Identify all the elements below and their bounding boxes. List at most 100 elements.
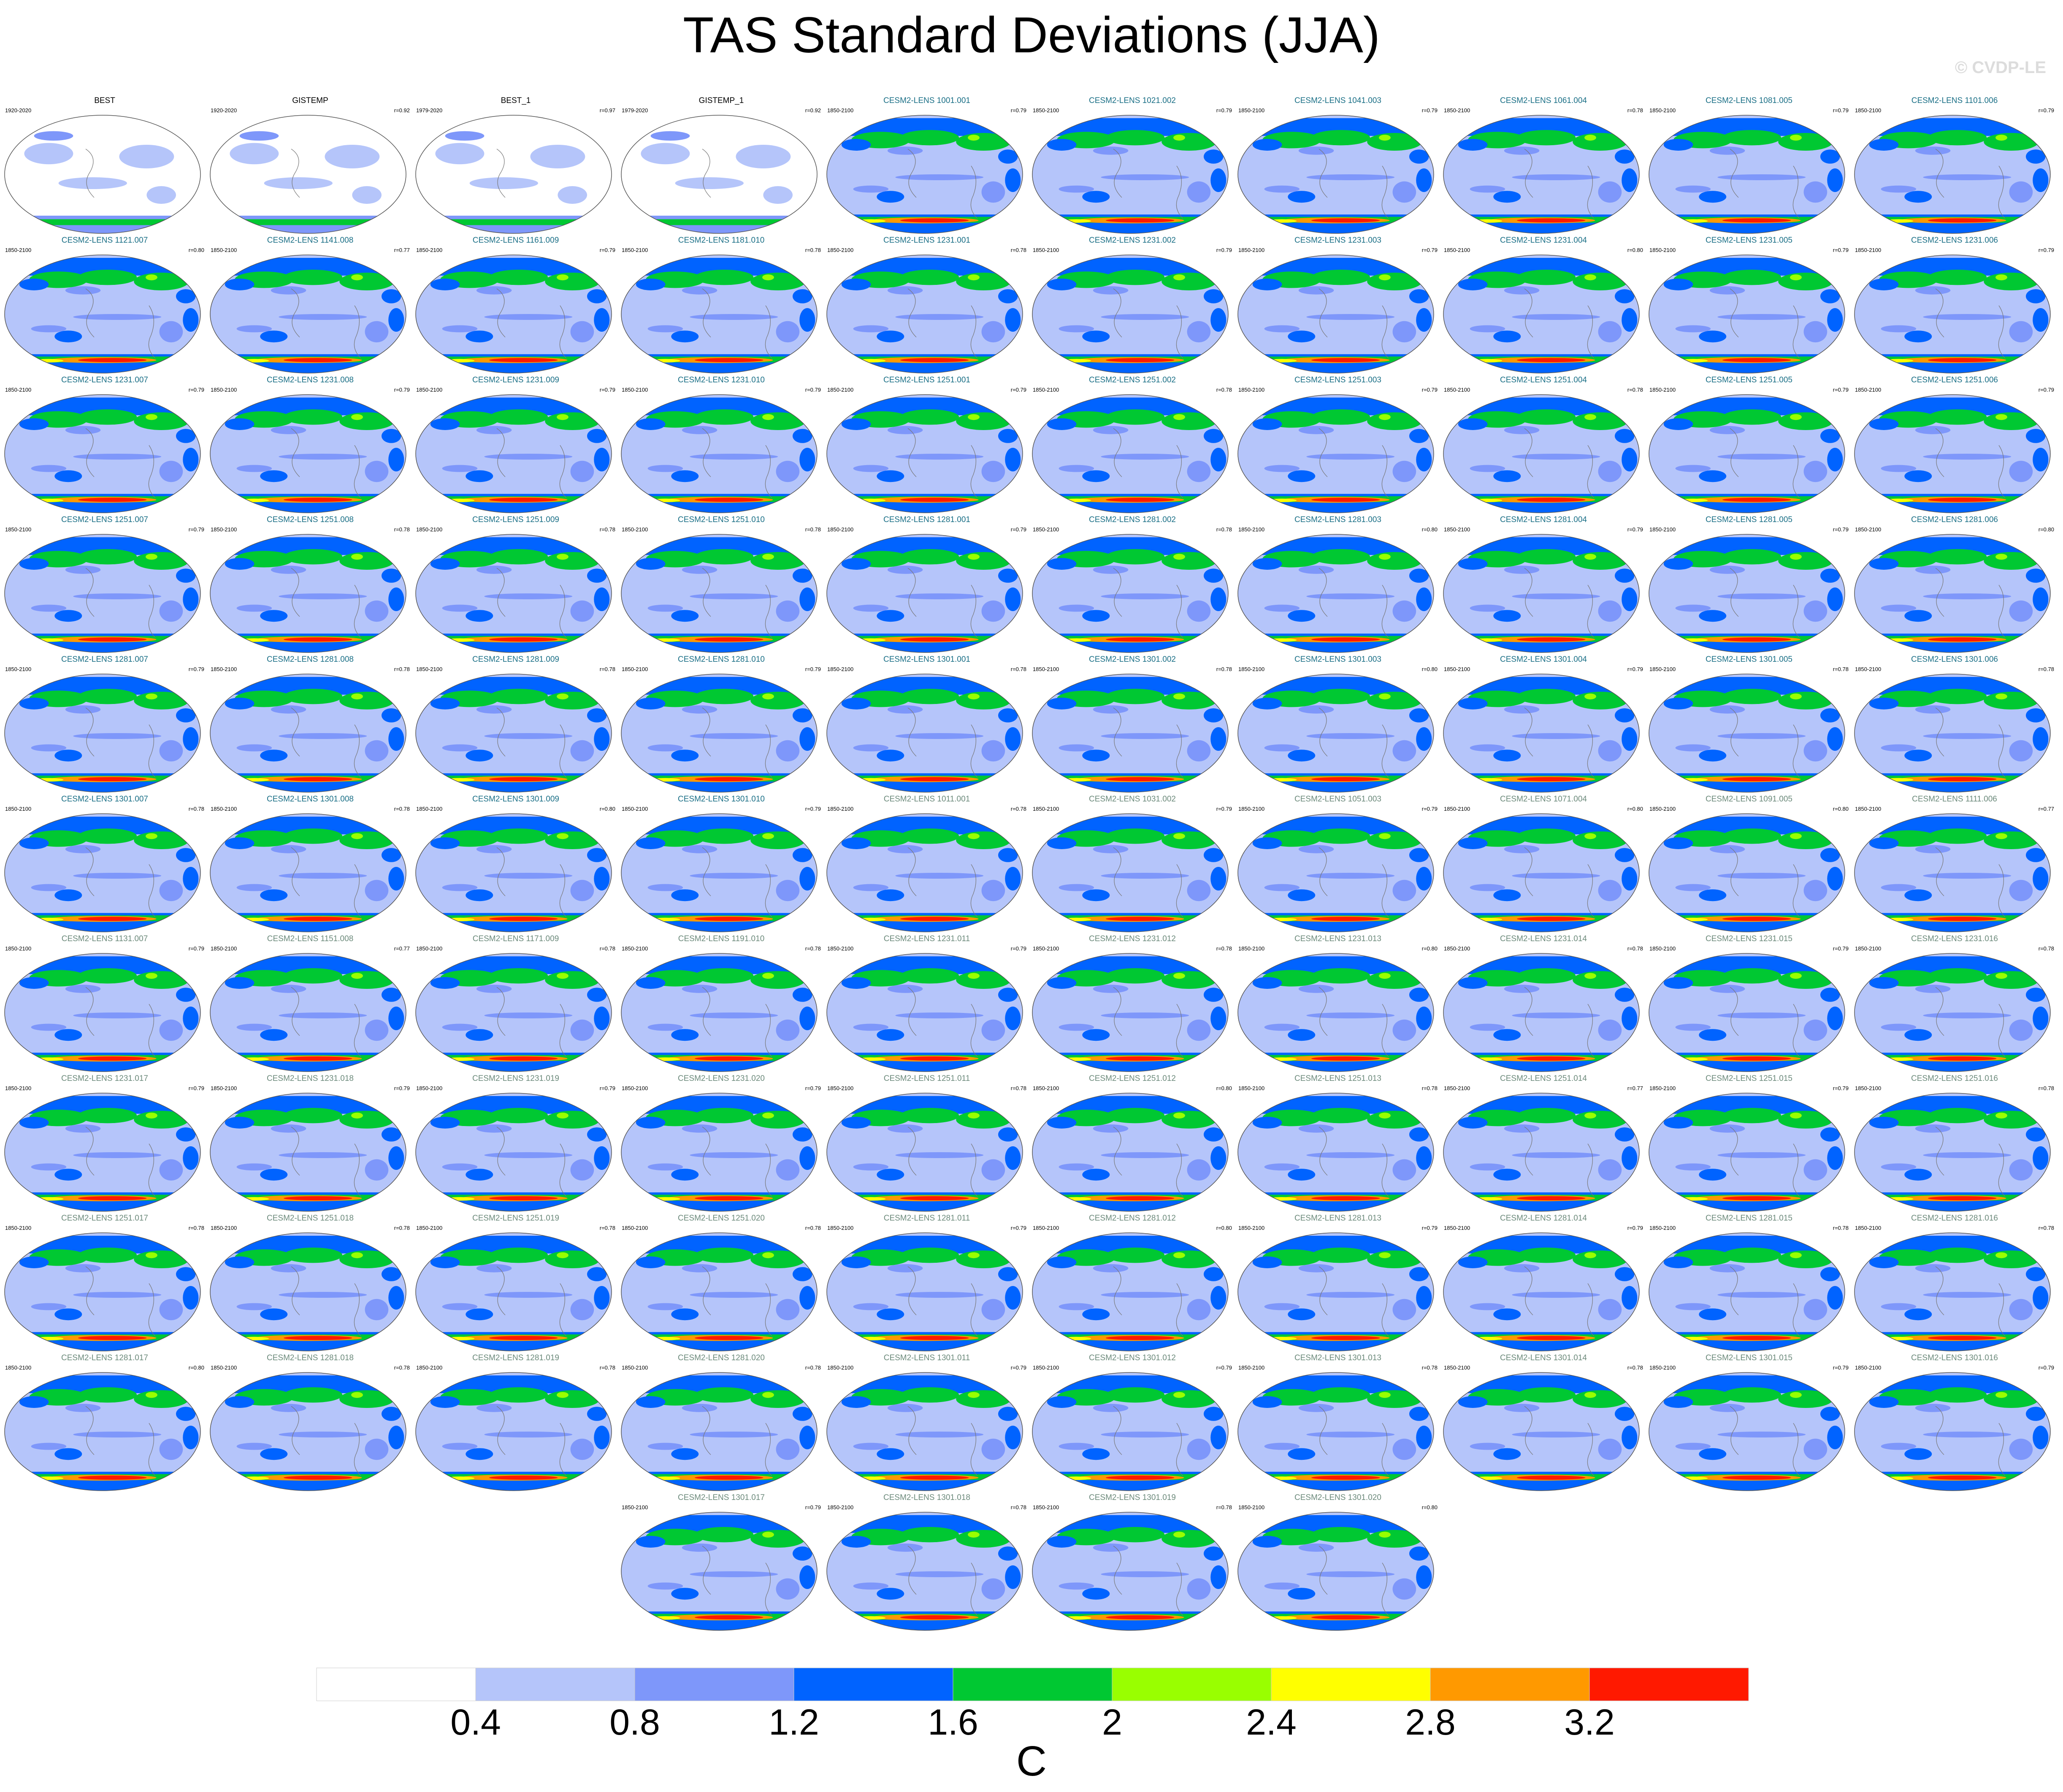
- field-antarctic-yellow: [1473, 638, 1503, 642]
- field-eurasia-east: [900, 828, 959, 844]
- field-eurasia-east: [1928, 968, 1987, 984]
- globe-outline: [826, 1093, 1023, 1212]
- coastline: [1587, 305, 1595, 359]
- map-panel: BEST_1 1979-2020 r=0.97: [414, 96, 617, 236]
- field-tropical-pacific: [1512, 174, 1600, 180]
- field-atlantic-coast: [587, 568, 607, 583]
- field-atlantic: [594, 308, 610, 332]
- globe-outline: [1649, 1232, 1845, 1351]
- field-tropical-pacific: [484, 1432, 573, 1437]
- globe-map: [826, 674, 1023, 793]
- field-na-spot: [557, 414, 569, 420]
- field-south-america: [1392, 460, 1416, 482]
- globe-outline: [1443, 115, 1640, 234]
- coastline: [1176, 1143, 1183, 1197]
- field-atlantic-coast: [1409, 1407, 1429, 1421]
- field-tropical-pacific: [1101, 1012, 1189, 1018]
- field-atlantic: [1416, 867, 1432, 891]
- coastline: [1113, 288, 1122, 338]
- panel-range: 1850-2100: [1238, 526, 1265, 533]
- field-atlantic-coast: [1409, 149, 1429, 164]
- field-atlantic-coast: [587, 848, 607, 862]
- field-antarctic-yellow: [856, 1057, 886, 1061]
- field-atlantic-coast: [1820, 848, 1840, 862]
- panel-range: 1850-2100: [5, 526, 32, 533]
- map-panel: CESM2-LENS 1251.020 1850-2100 r=0.78: [620, 1214, 823, 1353]
- field-europe: [841, 1256, 871, 1268]
- field-na-spot: [1584, 135, 1596, 141]
- colorbar-tick-label: 2.8: [1405, 1702, 1456, 1743]
- field-na-spot: [762, 1392, 774, 1398]
- field-north-america: [1573, 412, 1628, 430]
- coastline: [1113, 568, 1122, 617]
- field-north-america: [1573, 1111, 1628, 1129]
- globe-map: [4, 953, 201, 1072]
- globe-outline: [1237, 115, 1434, 234]
- panel-range: 1850-2100: [1238, 806, 1265, 812]
- globe-map: [4, 1372, 201, 1491]
- field-antarctic-yellow: [1061, 918, 1091, 921]
- field-atlantic-coast: [382, 708, 401, 723]
- field-south-indian: [853, 884, 889, 891]
- field-australia: [1288, 750, 1316, 762]
- field-obs-patch: [530, 145, 585, 168]
- field-asia-band: [1298, 426, 1334, 434]
- field-asia-band: [1093, 286, 1129, 295]
- panel-correlation: r=0.78: [394, 666, 410, 672]
- globe-outline: [1443, 534, 1640, 653]
- field-south-indian: [647, 1443, 683, 1450]
- globe-outline: [4, 1372, 201, 1491]
- field-atlantic-coast: [793, 1546, 812, 1561]
- field-atlantic: [2033, 1286, 2049, 1310]
- coastline: [702, 1546, 711, 1595]
- globe-outline: [4, 534, 201, 653]
- panel-title: CESM2-LENS 1301.007: [61, 795, 148, 804]
- field-antarctic-red: [1106, 777, 1175, 782]
- field-antarctic-yellow: [650, 359, 680, 363]
- coastline: [907, 1406, 917, 1455]
- panel-title: CESM2-LENS 1231.007: [61, 376, 148, 384]
- field-south-indian: [31, 1023, 67, 1031]
- field-europe: [636, 558, 666, 570]
- panel-correlation: r=0.79: [599, 387, 615, 393]
- field-north-america: [1161, 971, 1217, 989]
- field-asia-band: [682, 1124, 717, 1133]
- field-north-america: [956, 552, 1011, 570]
- field-australia: [1699, 610, 1727, 622]
- globe-outline: [415, 254, 612, 374]
- field-atlantic-coast: [1204, 1546, 1224, 1561]
- field-north-america: [956, 692, 1011, 709]
- field-australia: [1904, 610, 1932, 622]
- field-antarctic-red: [78, 637, 147, 642]
- field-antarctic-yellow: [856, 1197, 886, 1201]
- field-europe: [1458, 837, 1488, 849]
- field-obs-southern: [621, 216, 817, 233]
- panel-range: 1850-2100: [1444, 107, 1470, 114]
- field-layer: [827, 1093, 1023, 1211]
- coastline: [1381, 1562, 1389, 1616]
- panel-title: CESM2-LENS 1231.002: [1089, 236, 1176, 245]
- field-antarctic-red: [1722, 498, 1791, 502]
- field-south-indian: [1470, 1163, 1505, 1171]
- field-antarctic-yellow: [1473, 359, 1503, 363]
- globe-map: [826, 115, 1023, 234]
- field-antarctic-yellow: [34, 638, 64, 642]
- field-south-america: [1392, 1299, 1416, 1321]
- field-asia-band: [1915, 1124, 1951, 1133]
- field-antarctic-yellow: [239, 498, 269, 502]
- field-eurasia-east: [1106, 409, 1165, 425]
- field-layer: [1649, 395, 1845, 513]
- field-north-america: [1367, 1251, 1422, 1268]
- panel-correlation: r=0.79: [599, 1085, 615, 1091]
- globe-map: [1649, 813, 1845, 932]
- field-south-indian: [1059, 1443, 1094, 1450]
- panel-range: 1850-2100: [5, 1085, 32, 1091]
- field-obs-patch: [146, 186, 176, 204]
- panel-range: 1850-2100: [1033, 1225, 1059, 1231]
- field-south-indian: [31, 604, 67, 612]
- field-australia: [54, 1169, 82, 1181]
- field-layer: [210, 1093, 406, 1211]
- field-north-america: [956, 831, 1011, 849]
- field-antarctic-yellow: [445, 359, 475, 363]
- map-panel: CESM2-LENS 1231.007 1850-2100 r=0.79: [3, 376, 206, 515]
